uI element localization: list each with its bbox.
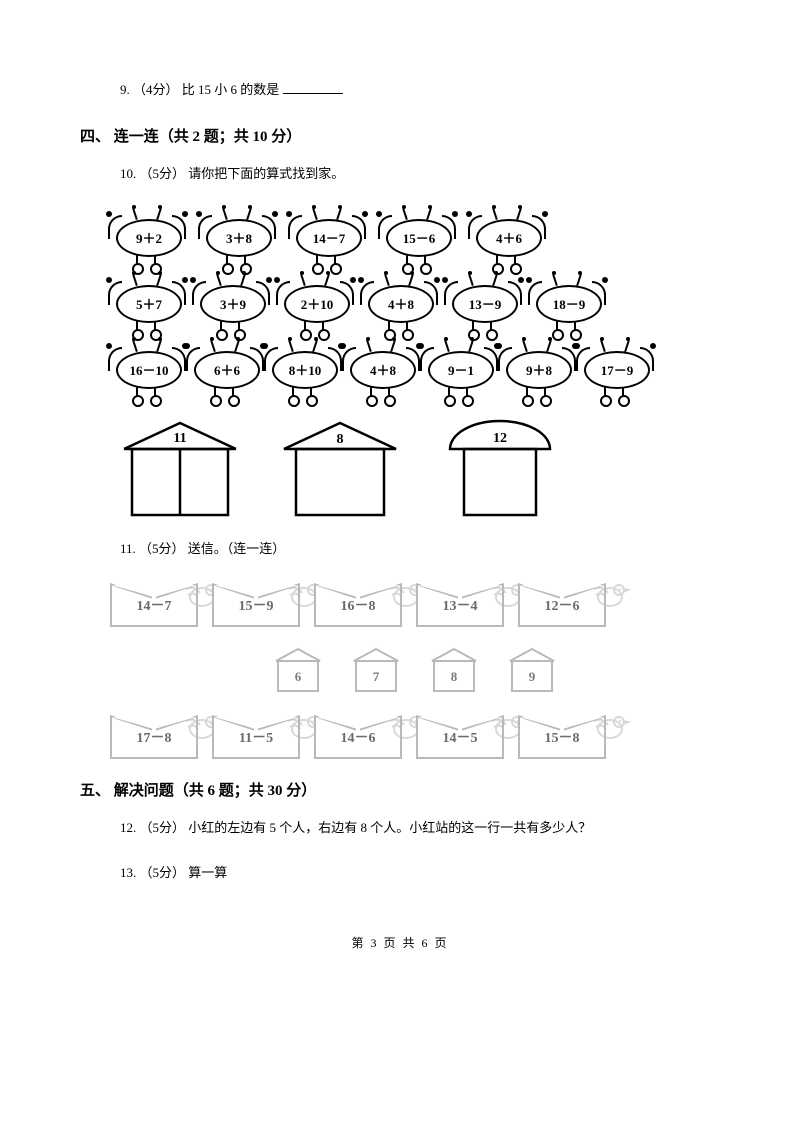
svg-text:11: 11	[173, 431, 186, 446]
house-1: 11	[120, 419, 240, 519]
bug-item: 14－7	[290, 209, 364, 265]
q12-num: 12.	[120, 820, 136, 835]
section-5-num: 五、	[80, 783, 110, 799]
q11-figure: 14－7 15－9 16－8 13－4 12－6 6 7 8 9 17－8 11－5 14－6 14…	[110, 583, 720, 759]
svg-text:7: 7	[373, 669, 380, 684]
question-10: 10. （5分） 请你把下面的算式找到家。	[80, 164, 720, 185]
q10-text: 请你把下面的算式找到家。	[188, 166, 344, 181]
mailbox-item: 6	[272, 647, 324, 695]
bug-label: 3＋8	[206, 219, 272, 257]
q11-text: 送信。（连一连）	[188, 541, 286, 556]
bug-label: 14－7	[296, 219, 362, 257]
bug-row: 5＋7 3＋9 2＋10 4＋8 13－9 18－9	[110, 275, 720, 331]
bug-item: 6＋6	[188, 341, 262, 397]
bug-item: 17－9	[578, 341, 652, 397]
bug-label: 4＋6	[476, 219, 542, 257]
mailbox-item: 9	[506, 647, 558, 695]
q10-num: 10.	[120, 166, 136, 181]
bug-label: 15－6	[386, 219, 452, 257]
bug-item: 8＋10	[266, 341, 340, 397]
bug-item: 9＋2	[110, 209, 184, 265]
envelope-item: 15－9	[212, 583, 300, 627]
section-5-title: 五、 解决问题（共 6 题；共 30 分）	[80, 779, 720, 800]
bug-label: 13－9	[452, 285, 518, 323]
q9-pts: （4分）	[133, 82, 179, 97]
bug-label: 17－9	[584, 351, 650, 389]
bug-label: 4＋8	[350, 351, 416, 389]
envelope-item: 16－8	[314, 583, 402, 627]
q13-num: 13.	[120, 865, 136, 880]
section-4-num: 四、	[80, 129, 110, 145]
bug-label: 18－9	[536, 285, 602, 323]
svg-text:8: 8	[337, 432, 344, 447]
envelope-item: 14－6	[314, 715, 402, 759]
question-13: 13. （5分） 算一算	[80, 863, 720, 884]
bug-label: 2＋10	[284, 285, 350, 323]
bug-label: 4＋8	[368, 285, 434, 323]
envelope-item: 12－6	[518, 583, 606, 627]
q9-blank[interactable]	[283, 93, 343, 94]
bug-item: 16－10	[110, 341, 184, 397]
envelopes-bottom-row: 17－8 11－5 14－6 14－5 15－8	[110, 715, 720, 759]
bug-rows: 9＋23＋814－715－64＋65＋73＋92＋104＋813－918－916…	[110, 209, 720, 397]
q11-num: 11.	[120, 541, 136, 556]
bug-item: 3＋9	[194, 275, 268, 331]
bug-item: 13－9	[446, 275, 520, 331]
bug-row: 16－10 6＋6 8＋10 4＋8 9－1 9＋8 17－9	[110, 341, 720, 397]
svg-text:9: 9	[529, 669, 536, 684]
q9-num: 9.	[120, 82, 130, 97]
section-4-title: 四、 连一连（共 2 题；共 10 分）	[80, 125, 720, 146]
page-footer: 第 3 页 共 6 页	[80, 934, 720, 951]
envelope-item: 13－4	[416, 583, 504, 627]
question-9: 9. （4分） 比 15 小 6 的数是	[80, 80, 720, 101]
house-2: 8	[280, 419, 400, 519]
q12-pts: （5分）	[140, 820, 186, 835]
bug-label: 8＋10	[272, 351, 338, 389]
mailboxes-row: 6 7 8 9	[110, 647, 720, 695]
q10-figure: 9＋23＋814－715－64＋65＋73＋92＋104＋813－918－916…	[110, 209, 720, 519]
houses-row: 11 8 12	[120, 419, 720, 519]
bug-label: 9＋2	[116, 219, 182, 257]
bug-item: 4＋6	[470, 209, 544, 265]
bug-item: 3＋8	[200, 209, 274, 265]
svg-text:6: 6	[295, 669, 302, 684]
svg-text:8: 8	[451, 669, 458, 684]
bug-label: 5＋7	[116, 285, 182, 323]
envelope-item: 17－8	[110, 715, 198, 759]
envelope-item: 14－5	[416, 715, 504, 759]
bug-label: 9－1	[428, 351, 494, 389]
section-4-text: 连一连（共 2 题；共 10 分）	[114, 129, 302, 145]
envelope-item: 14－7	[110, 583, 198, 627]
mailbox-item: 8	[428, 647, 480, 695]
bug-label: 16－10	[116, 351, 182, 389]
q9-text: 比 15 小 6 的数是	[182, 82, 280, 97]
bug-item: 9－1	[422, 341, 496, 397]
bug-item: 4＋8	[344, 341, 418, 397]
bug-item: 5＋7	[110, 275, 184, 331]
envelope-item: 11－5	[212, 715, 300, 759]
envelope-item: 15－8	[518, 715, 606, 759]
bug-label: 3＋9	[200, 285, 266, 323]
section-5-text: 解决问题（共 6 题；共 30 分）	[114, 783, 317, 799]
bug-item: 9＋8	[500, 341, 574, 397]
mailbox-item: 7	[350, 647, 402, 695]
bug-row: 9＋2 3＋8 14－7 15－6 4＋6	[110, 209, 720, 265]
q10-pts: （5分）	[140, 166, 186, 181]
question-11: 11. （5分） 送信。（连一连）	[80, 539, 720, 560]
bug-item: 18－9	[530, 275, 604, 331]
q11-pts: （5分）	[139, 541, 185, 556]
house-3: 12	[440, 419, 560, 519]
bug-label: 9＋8	[506, 351, 572, 389]
q12-text: 小红的左边有 5 个人，右边有 8 个人。小红站的这一行一共有多少人？	[188, 820, 591, 835]
svg-text:12: 12	[493, 431, 507, 446]
envelopes-top-row: 14－7 15－9 16－8 13－4 12－6	[110, 583, 720, 627]
bug-item: 15－6	[380, 209, 454, 265]
bug-item: 2＋10	[278, 275, 352, 331]
bug-label: 6＋6	[194, 351, 260, 389]
bug-item: 4＋8	[362, 275, 436, 331]
q13-text: 算一算	[188, 865, 227, 880]
question-12: 12. （5分） 小红的左边有 5 个人，右边有 8 个人。小红站的这一行一共有…	[80, 818, 720, 839]
q13-pts: （5分）	[140, 865, 186, 880]
